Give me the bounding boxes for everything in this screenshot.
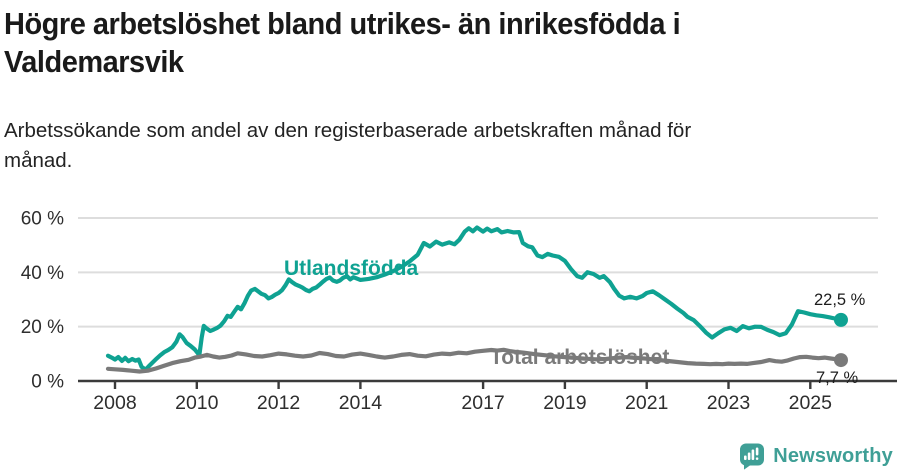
series-end-label: 22,5 % [814, 291, 866, 309]
series-line-utlandsfodda [105, 225, 844, 372]
series-end-dot [833, 312, 848, 327]
series-line-total [105, 347, 844, 374]
series-end-dot [833, 353, 848, 368]
series-end-label: 7,7 % [816, 369, 859, 387]
x-tick-label: 2023 [707, 392, 750, 414]
y-tick-label: 0 % [31, 372, 64, 393]
x-tick-label: 2012 [257, 392, 300, 414]
x-tick-label: 2017 [461, 392, 504, 414]
x-tick-label: 2019 [543, 392, 586, 414]
series-name-label: Total arbetslöshet [490, 346, 669, 369]
chart-subtitle: Arbetssökande som andel av den registerb… [4, 119, 692, 172]
newsworthy-logo-icon [740, 443, 765, 470]
series-name-label: Utlandsfödda [284, 257, 418, 280]
y-tick-label: 60 % [21, 208, 64, 229]
y-tick-label: 20 % [21, 317, 64, 338]
x-tick-label: 2014 [339, 392, 383, 414]
y-tick-label: 40 % [21, 263, 64, 284]
x-tick-label: 2010 [175, 392, 219, 414]
chart-title: Högre arbetslöshet bland utrikes- än inr… [4, 7, 681, 79]
x-tick-label: 2008 [93, 392, 136, 414]
brand-footer: Newsworthy [738, 442, 893, 470]
x-tick-label: 2025 [789, 392, 833, 414]
brand-name: Newsworthy [773, 444, 893, 467]
x-tick-label: 2021 [625, 392, 668, 414]
